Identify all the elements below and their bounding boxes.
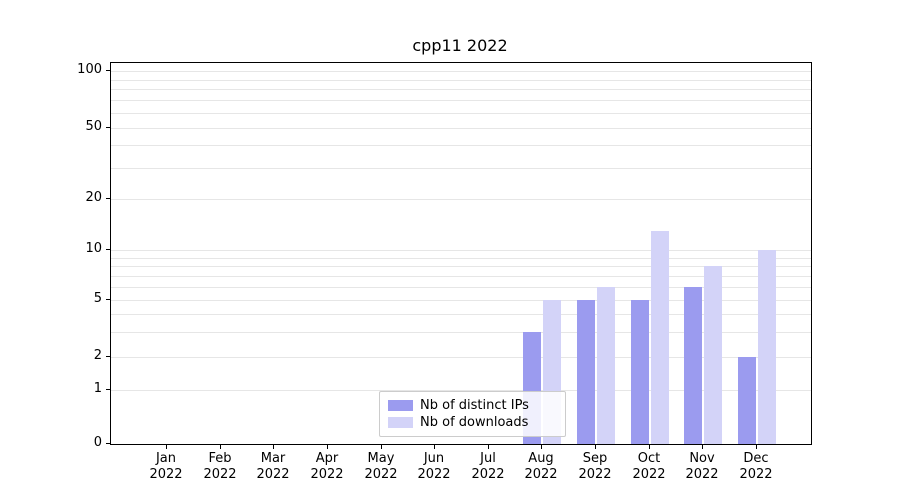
x-tick-mark <box>702 445 703 449</box>
x-tick-label: Aug 2022 <box>524 451 558 482</box>
gridline <box>111 390 811 391</box>
legend-swatch-distinct-ips <box>388 400 413 411</box>
y-tick-label: 5 <box>93 290 102 306</box>
legend-swatch-downloads <box>388 417 413 428</box>
bar-downloads-oct <box>651 231 669 444</box>
bar-downloads-sep <box>597 287 615 444</box>
y-tick-label: 0 <box>93 435 102 450</box>
y-tick-mark <box>106 299 110 300</box>
x-tick-mark <box>595 445 596 449</box>
y-tick-label: 2 <box>93 348 102 364</box>
gridline <box>111 275 811 277</box>
x-tick-mark <box>166 445 167 449</box>
y-tick-label: 20 <box>85 190 102 206</box>
plot-area: Nb of distinct IPs Nb of downloads <box>110 62 812 445</box>
y-tick-mark <box>106 443 110 444</box>
gridline <box>111 357 811 359</box>
gridline <box>111 266 811 268</box>
x-tick-mark <box>756 445 757 449</box>
gridline <box>111 199 811 201</box>
gridline <box>111 313 811 315</box>
x-tick-label: Feb 2022 <box>203 451 237 482</box>
gridline <box>111 331 811 333</box>
y-tick-mark <box>106 356 110 357</box>
x-tick-label: Dec 2022 <box>739 451 773 482</box>
chart-title: cpp11 2022 <box>412 36 508 55</box>
x-tick-mark <box>220 445 221 449</box>
gridline <box>111 257 811 259</box>
y-tick-label: 100 <box>77 62 102 77</box>
x-tick-mark <box>273 445 274 449</box>
gridline <box>111 89 811 91</box>
y-tick-label: 1 <box>93 381 102 396</box>
bar-distinct-ips-nov <box>684 287 702 444</box>
legend-label-downloads: Nb of downloads <box>420 415 529 430</box>
x-tick-mark <box>434 445 435 449</box>
y-tick-mark <box>106 389 110 390</box>
gridline <box>111 299 811 301</box>
gridline <box>111 79 811 81</box>
x-tick-label: Sep 2022 <box>578 451 612 482</box>
legend-item-downloads: Nb of downloads <box>388 415 557 430</box>
gridline <box>111 286 811 288</box>
x-tick-label: Jul 2022 <box>471 451 505 482</box>
y-tick-mark <box>106 127 110 128</box>
bar-downloads-dec <box>758 250 776 444</box>
legend-label-distinct-ips: Nb of distinct IPs <box>420 398 529 413</box>
x-tick-label: Nov 2022 <box>685 451 719 482</box>
bar-downloads-nov <box>704 266 722 444</box>
y-tick-label: 50 <box>85 118 102 134</box>
y-tick-label: 10 <box>85 240 102 256</box>
gridline <box>111 100 811 102</box>
x-tick-mark <box>381 445 382 449</box>
y-tick-mark <box>106 198 110 199</box>
bar-distinct-ips-oct <box>631 300 649 444</box>
x-tick-label: Oct 2022 <box>632 451 666 482</box>
x-tick-label: May 2022 <box>364 451 398 482</box>
gridline <box>111 145 811 147</box>
x-tick-label: Jun 2022 <box>417 451 451 482</box>
gridline <box>111 71 811 72</box>
x-tick-label: Mar 2022 <box>256 451 290 482</box>
y-tick-mark <box>106 249 110 250</box>
legend: Nb of distinct IPs Nb of downloads <box>379 391 566 437</box>
x-tick-mark <box>327 445 328 449</box>
legend-item-distinct-ips: Nb of distinct IPs <box>388 398 557 413</box>
bar-distinct-ips-dec <box>738 357 756 444</box>
gridline <box>111 249 811 251</box>
gridline <box>111 113 811 114</box>
y-tick-mark <box>106 70 110 71</box>
x-tick-mark <box>541 445 542 449</box>
x-tick-mark <box>488 445 489 449</box>
gridline <box>111 167 811 169</box>
gridline <box>111 127 811 129</box>
x-tick-label: Jan 2022 <box>149 451 183 482</box>
bar-distinct-ips-sep <box>577 300 595 444</box>
x-tick-mark <box>649 445 650 449</box>
x-tick-label: Apr 2022 <box>310 451 344 482</box>
